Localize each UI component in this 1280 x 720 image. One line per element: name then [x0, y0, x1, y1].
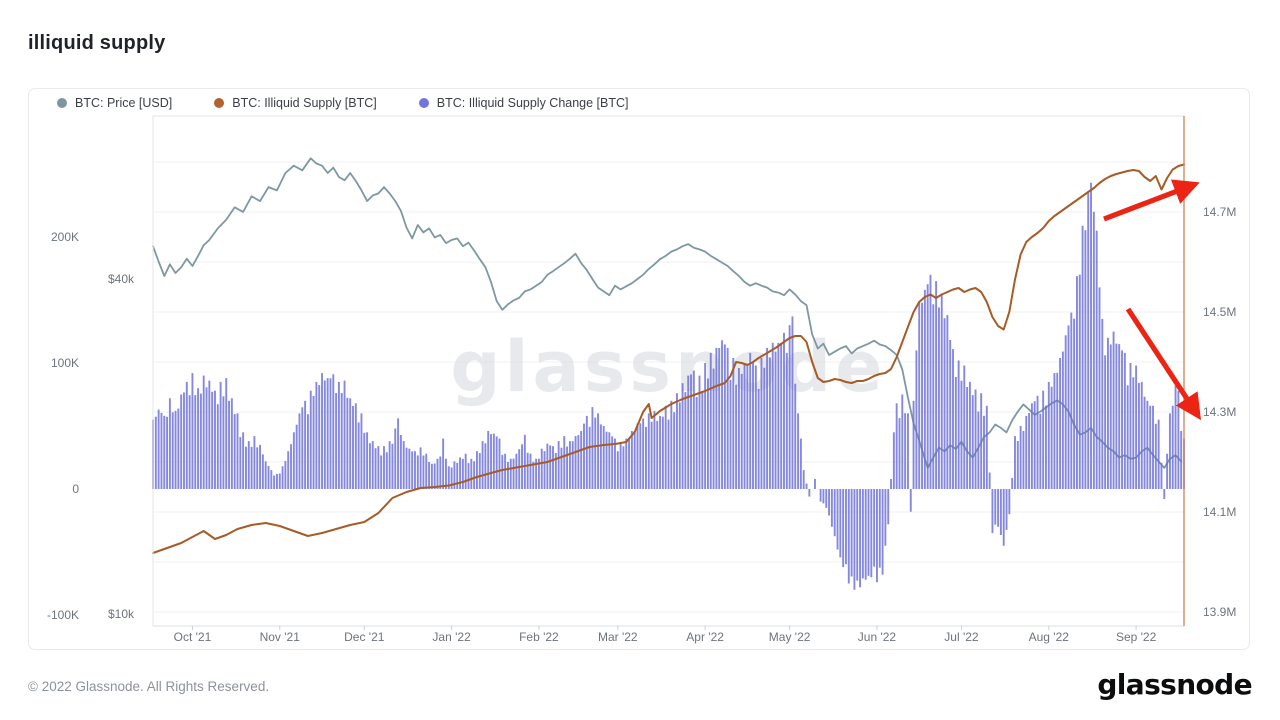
change-series-dot-icon	[418, 98, 429, 108]
legend-label: BTC: Illiquid Supply [BTC]	[232, 96, 377, 110]
axis-tick-label: 14.1M	[1203, 505, 1236, 519]
axis-tick-label: Mar '22	[598, 630, 638, 644]
axis-tick-label: 200K	[51, 230, 79, 244]
glassnode-logo: glassnode	[1097, 668, 1252, 701]
axis-tick-label: Sep '22	[1116, 630, 1157, 644]
legend-item-illiquid-supply-change[interactable]: BTC: Illiquid Supply Change [BTC]	[418, 96, 629, 110]
axis-tick-label: 13.9M	[1203, 605, 1236, 619]
illiquid-supply-change-bars	[152, 182, 1185, 590]
axis-tick-label: Jan '22	[432, 630, 471, 644]
supply-series-dot-icon	[214, 98, 225, 108]
chart-plot-area[interactable]: glassnode 200K 100K 0 -100K $40k $10k 14.7M 14.5…	[29, 89, 1249, 649]
axis-tick-label: $10k	[108, 607, 135, 621]
annotation-arrow	[1103, 179, 1200, 222]
axis-tick-label: $40k	[108, 272, 135, 286]
chart-legend: BTC: Price [USD] BTC: Illiquid Supply [B…	[57, 96, 629, 110]
footer-copyright: © 2022 Glassnode. All Rights Reserved.	[28, 679, 270, 694]
axis-tick-label: Jun '22	[858, 630, 897, 644]
axis-tick-label: Oct '21	[174, 630, 212, 644]
axis-tick-label: 100K	[51, 356, 79, 370]
illiquid-supply-line	[152, 163, 1185, 554]
price-line	[152, 157, 1183, 469]
axis-tick-label: Nov '21	[260, 630, 301, 644]
axis-tick-label: 14.5M	[1203, 305, 1236, 319]
axis-tick-label: Jul '22	[944, 630, 979, 644]
axis-tick-label: Aug '22	[1029, 630, 1070, 644]
annotation-arrow	[1125, 307, 1201, 421]
legend-label: BTC: Price [USD]	[75, 96, 173, 110]
legend-item-price[interactable]: BTC: Price [USD]	[57, 96, 172, 110]
legend-item-illiquid-supply[interactable]: BTC: Illiquid Supply [BTC]	[214, 96, 377, 110]
axis-tick-label: May '22	[769, 630, 811, 644]
axis-tick-label: Dec '21	[344, 630, 385, 644]
axis-tick-label: 14.3M	[1203, 405, 1236, 419]
axis-tick-label: Apr '22	[686, 630, 724, 644]
page-title: illiquid supply	[28, 32, 166, 54]
axis-tick-label: 14.7M	[1203, 205, 1236, 219]
price-series-dot-icon	[57, 98, 67, 108]
axis-tick-label: -100K	[47, 608, 79, 622]
legend-label: BTC: Illiquid Supply Change [BTC]	[436, 96, 629, 110]
chart-card: BTC: Price [USD] BTC: Illiquid Supply [B…	[28, 88, 1250, 650]
axis-tick-label: Feb '22	[519, 630, 559, 644]
glassnode-watermark: glassnode	[450, 326, 886, 408]
axis-tick-label: 0	[72, 482, 79, 496]
